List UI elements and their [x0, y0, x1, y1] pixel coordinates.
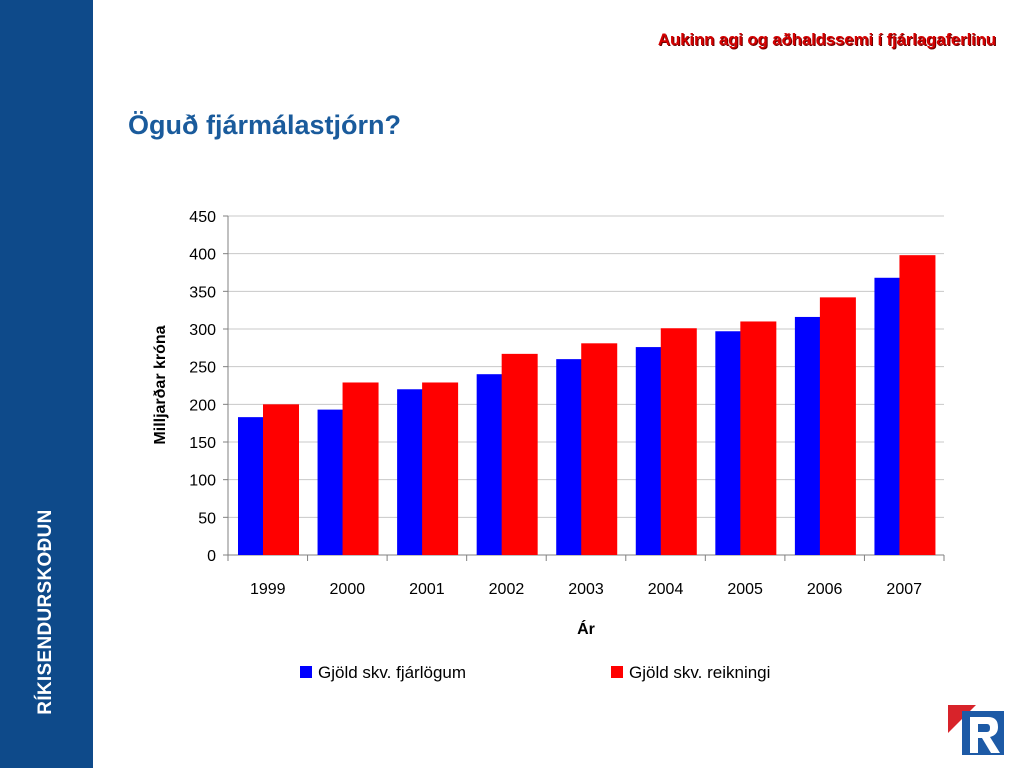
bar-reikningi [740, 321, 777, 555]
x-tick-label: 2000 [330, 581, 366, 598]
legend-label: Gjöld skv. reikningi [629, 663, 770, 682]
bar-fjarlogum [794, 316, 821, 555]
legend-swatch [611, 666, 623, 678]
y-tick-label: 50 [198, 510, 216, 527]
x-tick-label: 2005 [727, 581, 763, 598]
y-tick-label: 350 [189, 284, 216, 301]
x-tick-label: 2001 [409, 581, 445, 598]
bar-fjarlogum [476, 374, 503, 555]
x-tick-label: 2003 [568, 581, 604, 598]
slide-title: Öguð fjármálastjórn? [128, 110, 402, 140]
rikisendurskodun-logo-icon [946, 703, 1012, 759]
bar-reikningi [501, 353, 538, 555]
y-tick-label: 150 [189, 435, 216, 452]
y-tick-label: 400 [189, 247, 216, 264]
x-tick-label: 2004 [648, 581, 684, 598]
y-tick-label: 450 [189, 209, 216, 226]
bar-reikningi [660, 328, 697, 555]
y-tick-label: 300 [189, 322, 216, 339]
bar-fjarlogum [874, 277, 901, 555]
y-tick-label: 200 [189, 397, 216, 414]
bar-reikningi [899, 255, 936, 555]
bar-fjarlogum [715, 331, 742, 555]
sidebar: RÍKISENDURSKOÐUN [0, 0, 93, 768]
bar-reikningi [581, 343, 618, 555]
x-tick-label: 2006 [807, 581, 843, 598]
x-axis-label: Ár [577, 619, 595, 638]
y-axis-label: Milljarðar króna [152, 325, 169, 444]
header-tagline: Aukinn agi og aðhaldssemi í fjárlagaferl… [657, 30, 996, 49]
y-tick-label: 0 [207, 548, 216, 565]
bar-fjarlogum [397, 389, 424, 555]
bar-fjarlogum [317, 409, 344, 555]
legend-label: Gjöld skv. fjárlögum [318, 663, 466, 682]
bar-fjarlogum [238, 417, 264, 555]
x-tick-label: 2007 [886, 581, 922, 598]
y-tick-label: 100 [189, 473, 216, 490]
bar-fjarlogum [635, 347, 662, 555]
bar-reikningi [819, 297, 856, 555]
bar-reikningi [422, 382, 459, 555]
x-tick-label: 2002 [489, 581, 525, 598]
legend-swatch [300, 666, 312, 678]
bar-reikningi [263, 404, 299, 555]
x-tick-label: 1999 [250, 581, 286, 598]
bar-reikningi [342, 382, 379, 555]
y-tick-label: 250 [189, 360, 216, 377]
bar-fjarlogum [556, 359, 583, 555]
